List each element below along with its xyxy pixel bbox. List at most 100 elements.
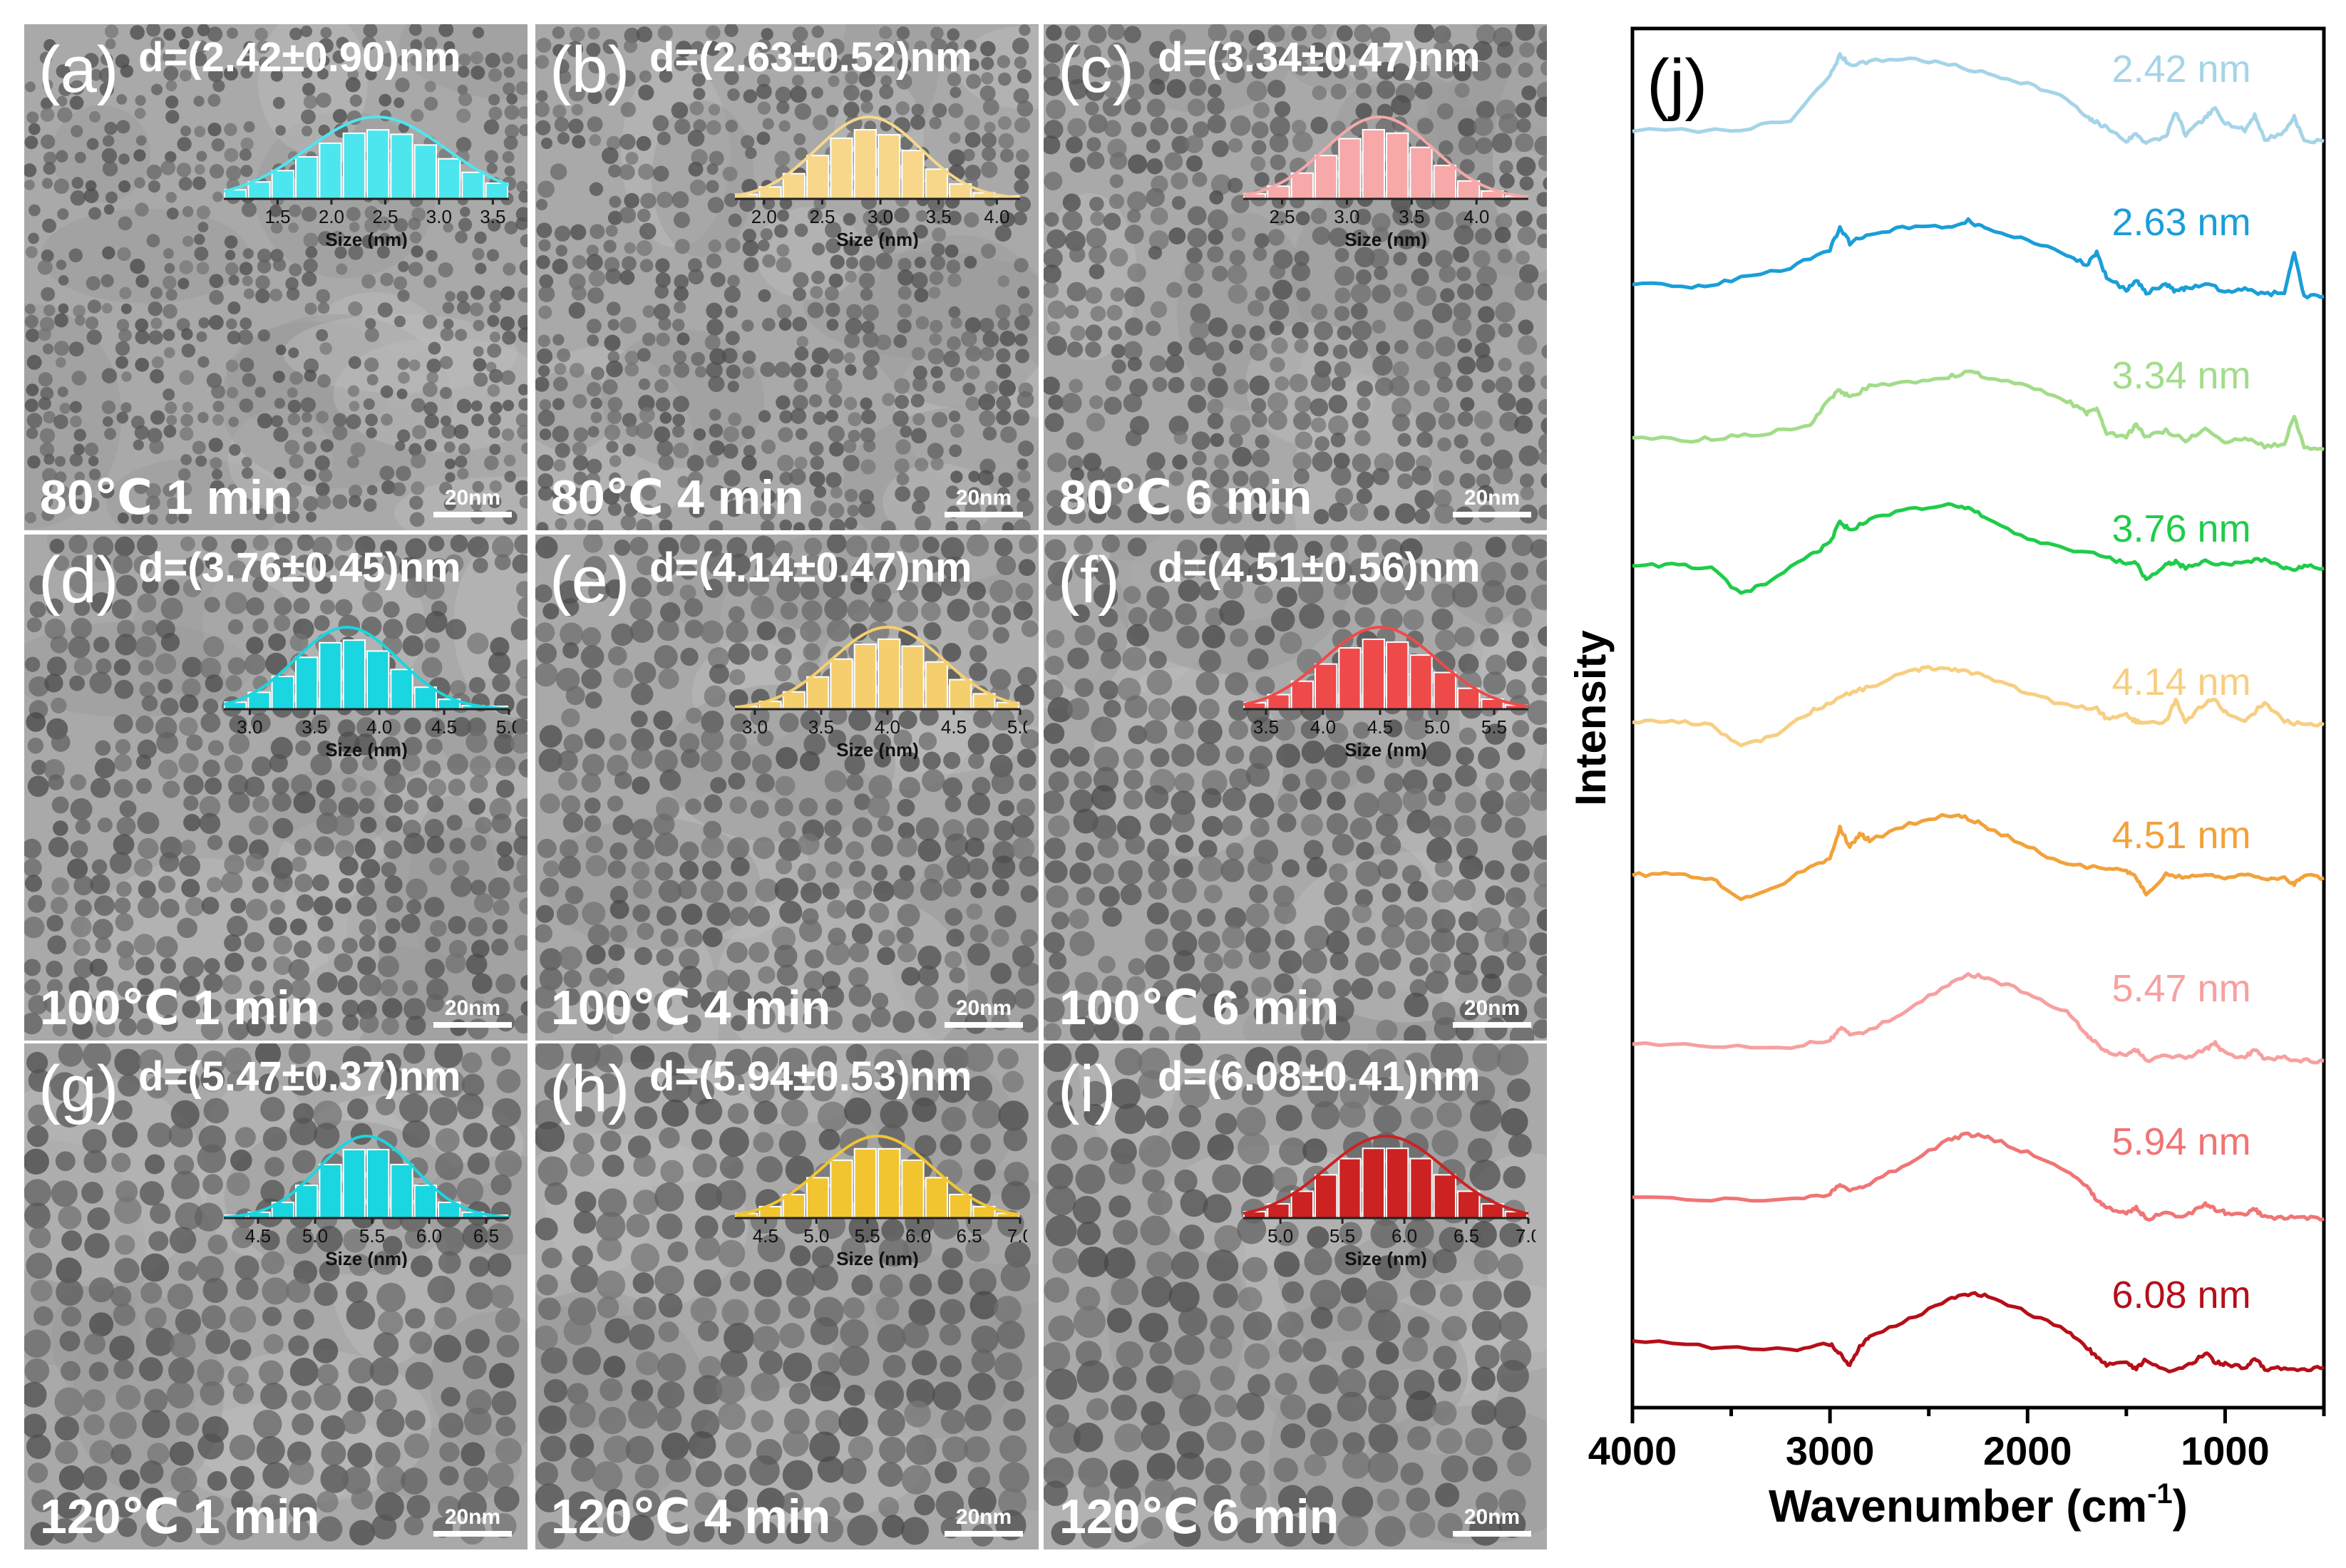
- histogram-tick-label: 4.0: [875, 716, 900, 738]
- histogram-bar: [925, 168, 948, 200]
- panel-letter: (j): [1647, 46, 1707, 122]
- histogram-bar: [413, 686, 437, 710]
- gaussian-fit-curve: [734, 625, 1021, 709]
- histogram-tick-label: 7.0: [1007, 1225, 1027, 1247]
- histogram-xlabel: Size (nm): [1344, 739, 1427, 759]
- histogram-bar: [271, 170, 294, 200]
- histogram-tick-label: 3.5: [1253, 716, 1279, 738]
- series-label: 4.51 nm: [2111, 814, 2250, 857]
- histogram-tick-label: 4.0: [366, 716, 392, 738]
- scale-bar-line: [945, 1531, 1023, 1537]
- size-histogram: 3.0 3.5 4.0 4.5 5.0 Size (nm): [734, 625, 1027, 759]
- histogram-tick-label: 2.5: [809, 206, 835, 227]
- histogram-bar: [295, 1185, 319, 1219]
- histogram-tick-label: 4.0: [1463, 206, 1489, 227]
- plot-frame: [1630, 26, 2326, 1410]
- size-histogram: 3.5 4.0 4.5 5.0 5.5 Size (nm): [1243, 625, 1529, 759]
- size-histogram: 3.0 3.5 4.0 4.5 5.0 Size (nm): [223, 625, 516, 759]
- histogram-tick-label: 4.5: [1367, 716, 1393, 738]
- scale-bar-label: 20nm: [444, 996, 501, 1020]
- histogram-bar: [1315, 155, 1338, 200]
- histogram-tick-label: 5.0: [803, 1225, 829, 1247]
- size-histogram: 4.5 5.0 5.5 6.0 6.5 Size (nm): [223, 1134, 510, 1268]
- scale-bar: 20nm: [945, 486, 1023, 517]
- histogram-bar: [878, 638, 901, 710]
- particle-size-label: d=(2.42±0.90)nm: [138, 34, 461, 81]
- tem-panel-g: (g) d=(5.47±0.37)nm 120℃ 1 min 20nm 4.5 5.0 5.…: [24, 1043, 528, 1549]
- ftir-chart: 2.42 nm 2.63 nm 3.34 nm 3.76 nm 4.14 nm 4.51 …: [1568, 26, 2326, 1532]
- series-line-3-76-nm: [1632, 502, 2325, 595]
- histogram-bar: [1457, 687, 1481, 710]
- gaussian-fit-curve: [734, 115, 1021, 200]
- histogram-tick-label: 5.5: [1329, 1225, 1355, 1247]
- size-histogram: 1.5 2.0 2.5 3.0 3.5 Size (nm): [223, 115, 510, 249]
- histogram-tick-label: 7.0: [1516, 1225, 1535, 1247]
- histogram-bar: [319, 1163, 342, 1219]
- scale-bar-line: [1453, 512, 1531, 517]
- series-line-2-42-nm: [1632, 52, 2325, 145]
- scale-bar-label: 20nm: [955, 486, 1012, 510]
- tem-panel-d: (d) d=(3.76±0.45)nm 100℃ 1 min 20nm 3.0 3.5 4.…: [24, 535, 528, 1041]
- series-label: 3.34 nm: [2111, 354, 2250, 397]
- series-line-4-51-nm: [1632, 813, 2325, 902]
- scale-bar: 20nm: [945, 1505, 1023, 1537]
- histogram-bar: [247, 181, 271, 200]
- histogram-tick-label: 5.0: [496, 716, 516, 738]
- gaussian-fit-curve: [1243, 1134, 1529, 1215]
- histogram-tick-label: 2.0: [319, 206, 344, 227]
- histogram-bar: [413, 144, 437, 200]
- histogram-xlabel: Size (nm): [836, 1248, 919, 1268]
- particle-size-label: d=(4.51±0.56)nm: [1158, 545, 1481, 591]
- gaussian-fit-curve: [223, 625, 510, 711]
- histogram-bar: [782, 1194, 806, 1219]
- histogram-bar: [1433, 671, 1456, 710]
- histogram-tick-label: 5.5: [359, 1225, 385, 1247]
- histogram-bar: [461, 171, 485, 200]
- scale-bar: 20nm: [433, 996, 512, 1028]
- scale-bar-label: 20nm: [444, 486, 501, 510]
- scale-bar: 20nm: [1453, 486, 1531, 517]
- series-line-2-63-nm: [1632, 217, 2325, 300]
- histogram-bar: [878, 1147, 901, 1219]
- gaussian-fit-curve: [1243, 115, 1529, 199]
- histogram-bar: [1386, 641, 1409, 710]
- particle-size-label: d=(5.47±0.37)nm: [138, 1053, 461, 1100]
- panel-letter: (d): [38, 544, 119, 617]
- histogram-bar: [342, 639, 366, 710]
- scale-bar-line: [433, 1022, 512, 1028]
- tem-panel-f: (f) d=(4.51±0.56)nm 100℃ 6 min 20nm 3.5 4.0 4.…: [1044, 535, 1547, 1041]
- series-line-5-94-nm: [1632, 1131, 2325, 1222]
- histogram-bar: [1338, 138, 1362, 200]
- panel-letter: (a): [38, 33, 119, 106]
- tem-panel-c: (c) d=(3.34±0.47)nm 80℃ 6 min 20nm 2.5 3.0 3.5…: [1044, 24, 1547, 530]
- histogram-bar: [485, 182, 508, 200]
- histogram-tick-label: 6.5: [473, 1225, 499, 1247]
- size-histogram: 2.0 2.5 3.0 3.5 4.0 Size (nm): [734, 115, 1021, 249]
- tem-micrograph: [1044, 535, 1547, 1041]
- particle-size-label: d=(5.94±0.53)nm: [649, 1053, 972, 1100]
- series-label: 2.42 nm: [2111, 48, 2250, 91]
- histogram-tick-label: 4.0: [1310, 716, 1336, 738]
- particle-size-label: d=(3.34±0.47)nm: [1158, 34, 1481, 81]
- size-histogram: 4.5 5.0 5.5 6.0 6.5 7.0 Size (nm): [734, 1134, 1027, 1268]
- histogram-xlabel: Size (nm): [836, 229, 919, 249]
- histogram-bar: [806, 155, 830, 200]
- histogram-bar: [1315, 663, 1338, 710]
- particle-size-label: d=(3.76±0.45)nm: [138, 545, 461, 591]
- histogram-tick-label: 6.0: [905, 1225, 931, 1247]
- scale-bar-label: 20nm: [1463, 1505, 1521, 1529]
- histogram-bar: [925, 661, 948, 710]
- series-line-4-14-nm: [1632, 664, 2325, 748]
- histogram-bar: [949, 679, 972, 710]
- tem-micrograph: [535, 1043, 1039, 1549]
- tem-panel-b: (b) d=(2.63±0.52)nm 80℃ 4 min 20nm 2.0 2.5 3.0…: [535, 24, 1039, 530]
- histogram-bar: [342, 1148, 366, 1219]
- histogram-bar: [901, 1159, 925, 1219]
- histogram-bar: [342, 132, 366, 200]
- series-label: 6.08 nm: [2111, 1274, 2250, 1316]
- histogram-tick-label: 2.5: [372, 206, 398, 227]
- particle-size-label: d=(2.63±0.52)nm: [649, 34, 972, 81]
- histogram-tick-label: 4.5: [941, 716, 967, 738]
- histogram-xlabel: Size (nm): [1344, 1248, 1427, 1268]
- tem-panel-e: (e) d=(4.14±0.47)nm 100℃ 4 min 20nm 3.0 3.5 4.…: [535, 535, 1039, 1041]
